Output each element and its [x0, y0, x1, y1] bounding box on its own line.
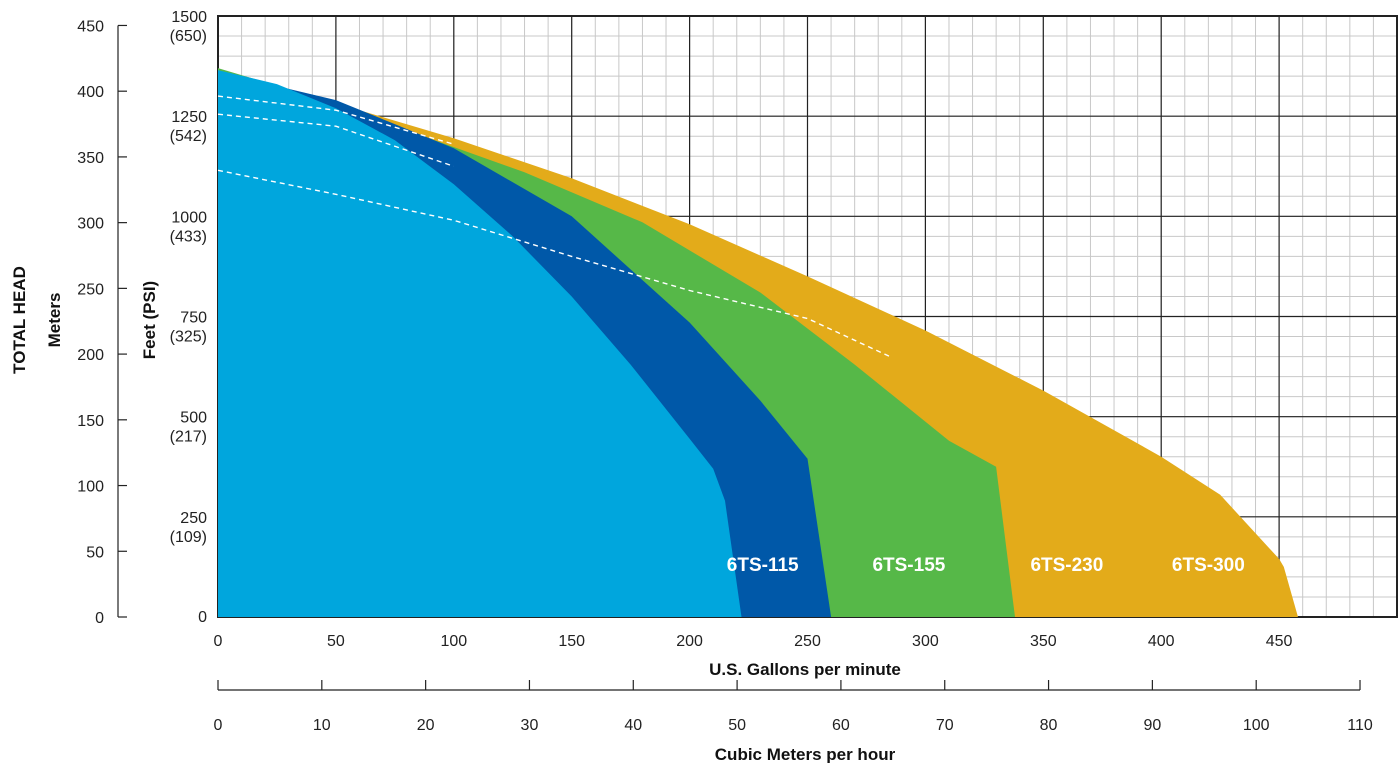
meters-tick-label: 250 [77, 281, 104, 298]
dashed-curve-1 [217, 95, 454, 145]
series-label-6ts-155: 6TS-155 [872, 555, 945, 576]
efficiency-dashed-lines [217, 95, 891, 358]
series-label-6ts-230: 6TS-230 [1030, 555, 1103, 576]
x-tick-label: 250 [794, 633, 821, 650]
series-label-6ts-300: 6TS-300 [1172, 555, 1245, 576]
x-tick-label: 150 [558, 633, 585, 650]
x2-tick-label: 0 [214, 717, 223, 734]
psi-tick-label: (217) [170, 429, 207, 446]
x2-tick-label: 50 [728, 717, 746, 734]
x2-tick-label: 10 [313, 717, 331, 734]
y-axis-title-meters: Meters [45, 293, 64, 348]
x-axis-title-m3h: Cubic Meters per hour [715, 745, 896, 763]
psi-tick-label: (650) [170, 28, 207, 45]
psi-tick-label: (433) [170, 228, 207, 245]
feet-tick-label: 250 [180, 510, 207, 527]
feet-tick-label: 500 [180, 410, 207, 427]
x-tick-label: 0 [214, 633, 223, 650]
meters-tick-label: 200 [77, 347, 104, 364]
x-tick-label: 450 [1266, 633, 1293, 650]
series-label-6ts-115: 6TS-115 [727, 555, 799, 576]
x2-tick-label: 20 [417, 717, 435, 734]
x-axis-title-gpm: U.S. Gallons per minute [709, 660, 901, 679]
x2-tick-label: 110 [1347, 717, 1373, 734]
x2-tick-label: 80 [1040, 717, 1058, 734]
x2-tick-label: 100 [1243, 717, 1270, 734]
y-axis-title-total-head: TOTAL HEAD [10, 266, 29, 374]
pump-curves [218, 68, 1298, 618]
feet-tick-label: 1500 [171, 9, 207, 26]
meters-tick-label: 50 [86, 544, 104, 561]
feet-tick-label: 750 [180, 310, 207, 327]
x-tick-label: 50 [327, 633, 345, 650]
dashed-curve-2 [217, 113, 455, 167]
x2-tick-label: 90 [1143, 717, 1161, 734]
psi-tick-label: (325) [170, 329, 207, 346]
axes: 0 50 100 150 200 250 300 350 400 450 0 10 20 30 40 50 60… [77, 9, 1373, 734]
feet-tick-label: 0 [198, 609, 207, 626]
x2-tick-label: 40 [624, 717, 642, 734]
meters-tick-label: 0 [95, 610, 104, 627]
psi-tick-label: (109) [170, 529, 207, 546]
dashed-curve-3 [217, 169, 891, 358]
meters-tick-label: 150 [77, 413, 104, 430]
meters-tick-label: 400 [77, 84, 104, 101]
x-tick-label: 100 [440, 633, 467, 650]
feet-tick-label: 1250 [171, 109, 207, 126]
meters-tick-label: 300 [77, 216, 104, 233]
meters-tick-label: 100 [77, 479, 104, 496]
x-tick-label: 400 [1148, 633, 1175, 650]
x2-tick-label: 70 [936, 717, 954, 734]
x2-tick-label: 60 [832, 717, 850, 734]
feet-tick-label: 1000 [171, 209, 207, 226]
x-tick-label: 300 [912, 633, 939, 650]
meters-tick-label: 350 [77, 150, 104, 167]
meters-tick-label: 450 [77, 18, 104, 35]
area-6ts-115 [218, 70, 742, 618]
psi-tick-label: (542) [170, 128, 207, 145]
y-axis-title-feet-psi: Feet (PSI) [140, 281, 159, 359]
x-tick-label: 350 [1030, 633, 1057, 650]
series-labels: 6TS-300 6TS-230 6TS-155 6TS-115 [727, 555, 1245, 576]
x-tick-label: 200 [676, 633, 703, 650]
x2-tick-label: 30 [521, 717, 539, 734]
